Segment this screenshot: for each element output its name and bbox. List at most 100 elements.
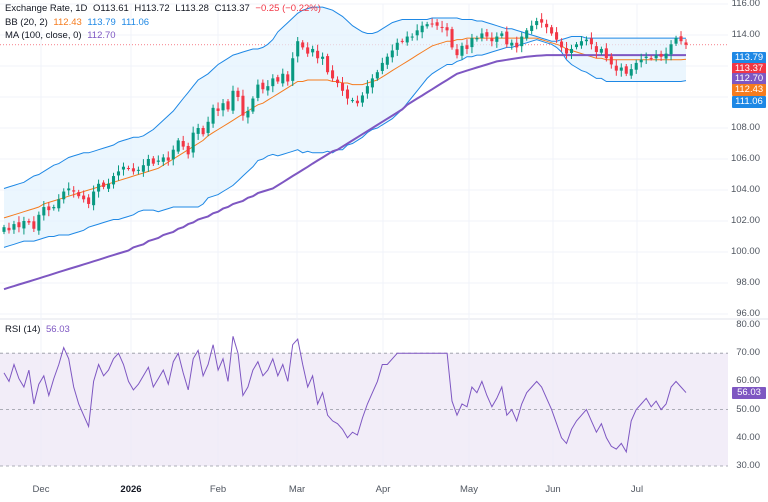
candle-body[interactable]: [72, 190, 76, 192]
candle-body[interactable]: [535, 21, 539, 26]
candle-body[interactable]: [201, 128, 205, 135]
candle-body[interactable]: [196, 128, 200, 134]
candle-body[interactable]: [7, 227, 11, 231]
candle-body[interactable]: [231, 90, 235, 111]
candle-body[interactable]: [440, 26, 444, 28]
candle-body[interactable]: [564, 48, 569, 54]
candle-body[interactable]: [291, 58, 295, 81]
candle-body[interactable]: [47, 206, 51, 211]
candle-body[interactable]: [161, 157, 165, 162]
candle-body[interactable]: [659, 53, 663, 57]
candle-body[interactable]: [2, 227, 6, 232]
candle-body[interactable]: [629, 69, 633, 76]
candle-body[interactable]: [261, 82, 265, 90]
candle-body[interactable]: [460, 45, 464, 56]
candle-body[interactable]: [505, 31, 509, 45]
candle-body[interactable]: [385, 56, 389, 65]
candle-body[interactable]: [654, 55, 658, 59]
candle-body[interactable]: [211, 107, 215, 124]
candle-body[interactable]: [52, 207, 56, 209]
candle-body[interactable]: [545, 23, 549, 28]
candle-body[interactable]: [256, 84, 260, 98]
candle-body[interactable]: [405, 36, 409, 43]
candle-body[interactable]: [490, 38, 494, 42]
candle-body[interactable]: [116, 171, 121, 176]
candle-body[interactable]: [126, 167, 130, 169]
candle-body[interactable]: [669, 44, 673, 55]
candle-body[interactable]: [17, 222, 21, 228]
candle-body[interactable]: [236, 90, 240, 97]
candle-body[interactable]: [455, 49, 459, 56]
candle-body[interactable]: [121, 166, 126, 170]
candle-body[interactable]: [415, 30, 419, 36]
candle-body[interactable]: [584, 39, 588, 42]
candle-body[interactable]: [107, 183, 111, 189]
candle-body[interactable]: [370, 78, 374, 88]
candle-body[interactable]: [520, 36, 524, 47]
candle-body[interactable]: [410, 36, 414, 38]
candle-body[interactable]: [470, 38, 474, 48]
candle-body[interactable]: [186, 145, 190, 155]
candle-body[interactable]: [684, 42, 688, 45]
candle-body[interactable]: [82, 195, 86, 200]
candle-body[interactable]: [550, 27, 554, 34]
candle-body[interactable]: [191, 132, 195, 153]
candle-body[interactable]: [500, 33, 504, 36]
candle-body[interactable]: [634, 62, 638, 70]
candle-body[interactable]: [345, 89, 350, 99]
candle-body[interactable]: [286, 74, 290, 82]
candle-body[interactable]: [475, 38, 479, 40]
candle-body[interactable]: [166, 157, 170, 161]
candle-body[interactable]: [156, 160, 160, 162]
candle-body[interactable]: [111, 176, 116, 185]
candle-body[interactable]: [37, 214, 41, 231]
candle-body[interactable]: [480, 33, 484, 39]
candle-body[interactable]: [674, 38, 678, 44]
candle-body[interactable]: [340, 83, 345, 91]
candle-body[interactable]: [510, 42, 514, 46]
candle-body[interactable]: [97, 183, 101, 192]
candle-body[interactable]: [619, 67, 623, 71]
candle-body[interactable]: [131, 168, 135, 172]
candle-body[interactable]: [266, 86, 270, 91]
candle-body[interactable]: [241, 95, 245, 116]
candle-body[interactable]: [311, 48, 315, 53]
candle-body[interactable]: [604, 48, 608, 59]
candle-body[interactable]: [146, 159, 150, 166]
candle-body[interactable]: [380, 62, 384, 71]
candle-body[interactable]: [62, 191, 66, 200]
candle-body[interactable]: [176, 140, 180, 152]
candle-body[interactable]: [445, 27, 449, 31]
candle-body[interactable]: [12, 224, 16, 230]
candle-body[interactable]: [57, 199, 61, 209]
candle-body[interactable]: [216, 108, 220, 111]
candle-body[interactable]: [141, 165, 145, 172]
candle-body[interactable]: [624, 66, 628, 74]
candle-body[interactable]: [609, 56, 613, 65]
candle-body[interactable]: [599, 48, 603, 53]
candle-body[interactable]: [350, 100, 354, 102]
candle-body[interactable]: [316, 50, 320, 59]
candle-body[interactable]: [276, 77, 280, 82]
candle-body[interactable]: [425, 24, 429, 27]
candle-body[interactable]: [306, 47, 310, 54]
candle-body[interactable]: [336, 79, 340, 84]
candlesticks[interactable]: [2, 13, 688, 235]
candle-body[interactable]: [221, 103, 225, 111]
candle-body[interactable]: [226, 101, 230, 110]
candle-body[interactable]: [664, 53, 668, 59]
candle-body[interactable]: [171, 149, 175, 160]
candle-body[interactable]: [485, 32, 489, 37]
candle-body[interactable]: [569, 48, 574, 53]
candle-body[interactable]: [679, 36, 683, 42]
candle-body[interactable]: [67, 188, 71, 191]
candle-body[interactable]: [102, 182, 106, 187]
candle-body[interactable]: [390, 50, 394, 58]
candle-body[interactable]: [42, 207, 46, 216]
candle-body[interactable]: [395, 42, 399, 50]
candle-body[interactable]: [355, 100, 359, 104]
candle-body[interactable]: [555, 32, 559, 40]
candle-body[interactable]: [181, 141, 185, 147]
candle-body[interactable]: [530, 25, 534, 31]
candle-body[interactable]: [400, 40, 404, 42]
